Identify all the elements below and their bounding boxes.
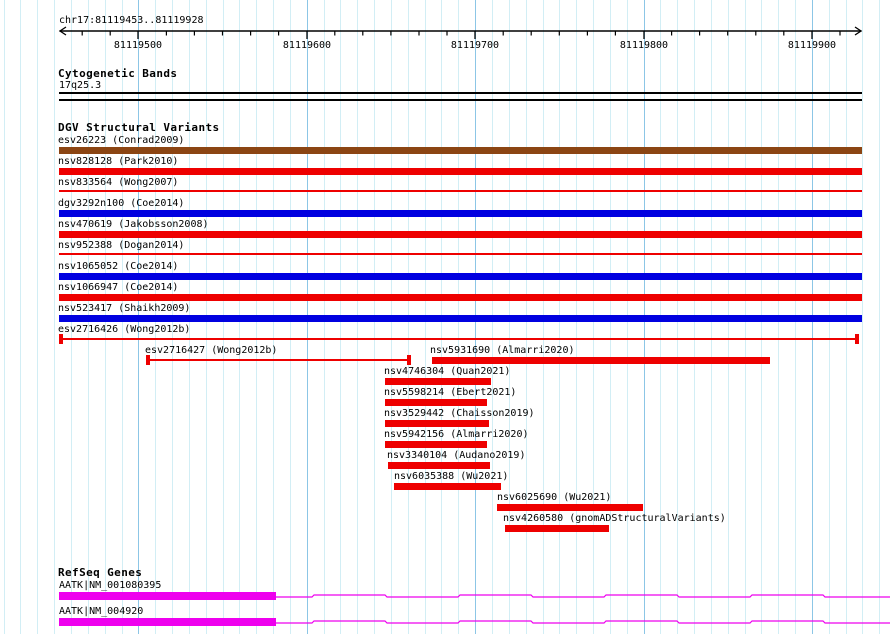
variant-label[interactable]: nsv952388 (Dogan2014): [58, 240, 185, 251]
variant-bar[interactable]: [385, 378, 491, 385]
variant-label[interactable]: nsv6025690 (Wu2021): [497, 492, 612, 503]
variant-label[interactable]: nsv1066947 (Coe2014): [58, 282, 179, 293]
variant-bar[interactable]: [59, 210, 862, 217]
variant-bar[interactable]: [59, 253, 862, 255]
variant-bar[interactable]: [388, 462, 490, 469]
variant-bar[interactable]: [59, 190, 862, 192]
variant-bar[interactable]: [59, 315, 862, 322]
gridline-minor: [862, 0, 864, 634]
variant-range-line[interactable]: [59, 338, 859, 340]
gene-exon-bar[interactable]: [59, 618, 276, 626]
variant-label[interactable]: nsv523417 (Shaikh2009): [58, 303, 191, 314]
variant-range-cap: [59, 334, 63, 344]
ruler-tick-label: 81119500: [113, 40, 163, 51]
variant-range-cap: [855, 334, 859, 344]
variant-label[interactable]: esv26223 (Conrad2009): [58, 135, 185, 146]
variant-bar[interactable]: [59, 231, 862, 238]
cytoband-label[interactable]: 17q25.3: [59, 80, 102, 91]
gene-label[interactable]: AATK|NM_001080395: [59, 580, 162, 591]
variant-bar[interactable]: [59, 273, 862, 280]
variant-label[interactable]: nsv4260580 (gnomADStructuralVariants): [503, 513, 726, 524]
variant-range-cap: [407, 355, 411, 365]
variant-bar[interactable]: [59, 294, 862, 301]
variant-range-cap: [146, 355, 150, 365]
variant-bar[interactable]: [385, 420, 489, 427]
variant-bar[interactable]: [385, 399, 487, 406]
variant-bar[interactable]: [505, 525, 609, 532]
gene-label[interactable]: AATK|NM_004920: [59, 606, 144, 617]
variant-bar[interactable]: [394, 483, 501, 490]
ruler-tick-label: 81119900: [787, 40, 837, 51]
variant-bar[interactable]: [385, 441, 487, 448]
gridline-minor: [54, 0, 56, 634]
variant-label[interactable]: esv2716427 (Wong2012b): [145, 345, 278, 356]
variant-label[interactable]: esv2716426 (Wong2012b): [58, 324, 191, 335]
variant-bar[interactable]: [432, 357, 770, 364]
gene-intron-line: [276, 594, 890, 598]
variant-label[interactable]: nsv5598214 (Ebert2021): [384, 387, 517, 398]
variant-label[interactable]: nsv4746304 (Quan2021): [384, 366, 511, 377]
cytoband-bar[interactable]: [59, 92, 862, 101]
gridline-minor: [20, 0, 22, 634]
gene-intron-line: [276, 620, 890, 624]
variant-label[interactable]: nsv5942156 (Almarri2020): [384, 429, 529, 440]
ruler-tick-label: 81119800: [619, 40, 669, 51]
cytogenetic-bands-header: Cytogenetic Bands: [58, 67, 178, 80]
variant-bar[interactable]: [497, 504, 643, 511]
region-title: chr17:81119453..81119928: [59, 15, 204, 26]
variant-label[interactable]: nsv3529442 (Chaisson2019): [384, 408, 535, 419]
variant-bar[interactable]: [59, 147, 862, 154]
variant-label[interactable]: nsv833564 (Wong2007): [58, 177, 179, 188]
gridline-minor: [3, 0, 5, 634]
refseq-header: RefSeq Genes: [58, 566, 143, 579]
variant-label[interactable]: nsv470619 (Jakobsson2008): [58, 219, 209, 230]
variant-label[interactable]: nsv1065052 (Coe2014): [58, 261, 179, 272]
ruler-tick-label: 81119600: [282, 40, 332, 51]
variant-bar[interactable]: [59, 168, 862, 175]
gene-exon-bar[interactable]: [59, 592, 276, 600]
gridline-minor: [37, 0, 39, 634]
variant-label[interactable]: nsv3340104 (Audano2019): [387, 450, 526, 461]
variant-label[interactable]: dgv3292n100 (Coe2014): [58, 198, 185, 209]
ruler-tick-label: 81119700: [450, 40, 500, 51]
dgv-header: DGV Structural Variants: [58, 121, 220, 134]
gridline-minor: [879, 0, 881, 634]
variant-label[interactable]: nsv6035388 (Wu2021): [394, 471, 509, 482]
variant-label[interactable]: nsv828128 (Park2010): [58, 156, 179, 167]
variant-label[interactable]: nsv5931690 (Almarri2020): [430, 345, 575, 356]
variant-range-line[interactable]: [146, 359, 411, 361]
